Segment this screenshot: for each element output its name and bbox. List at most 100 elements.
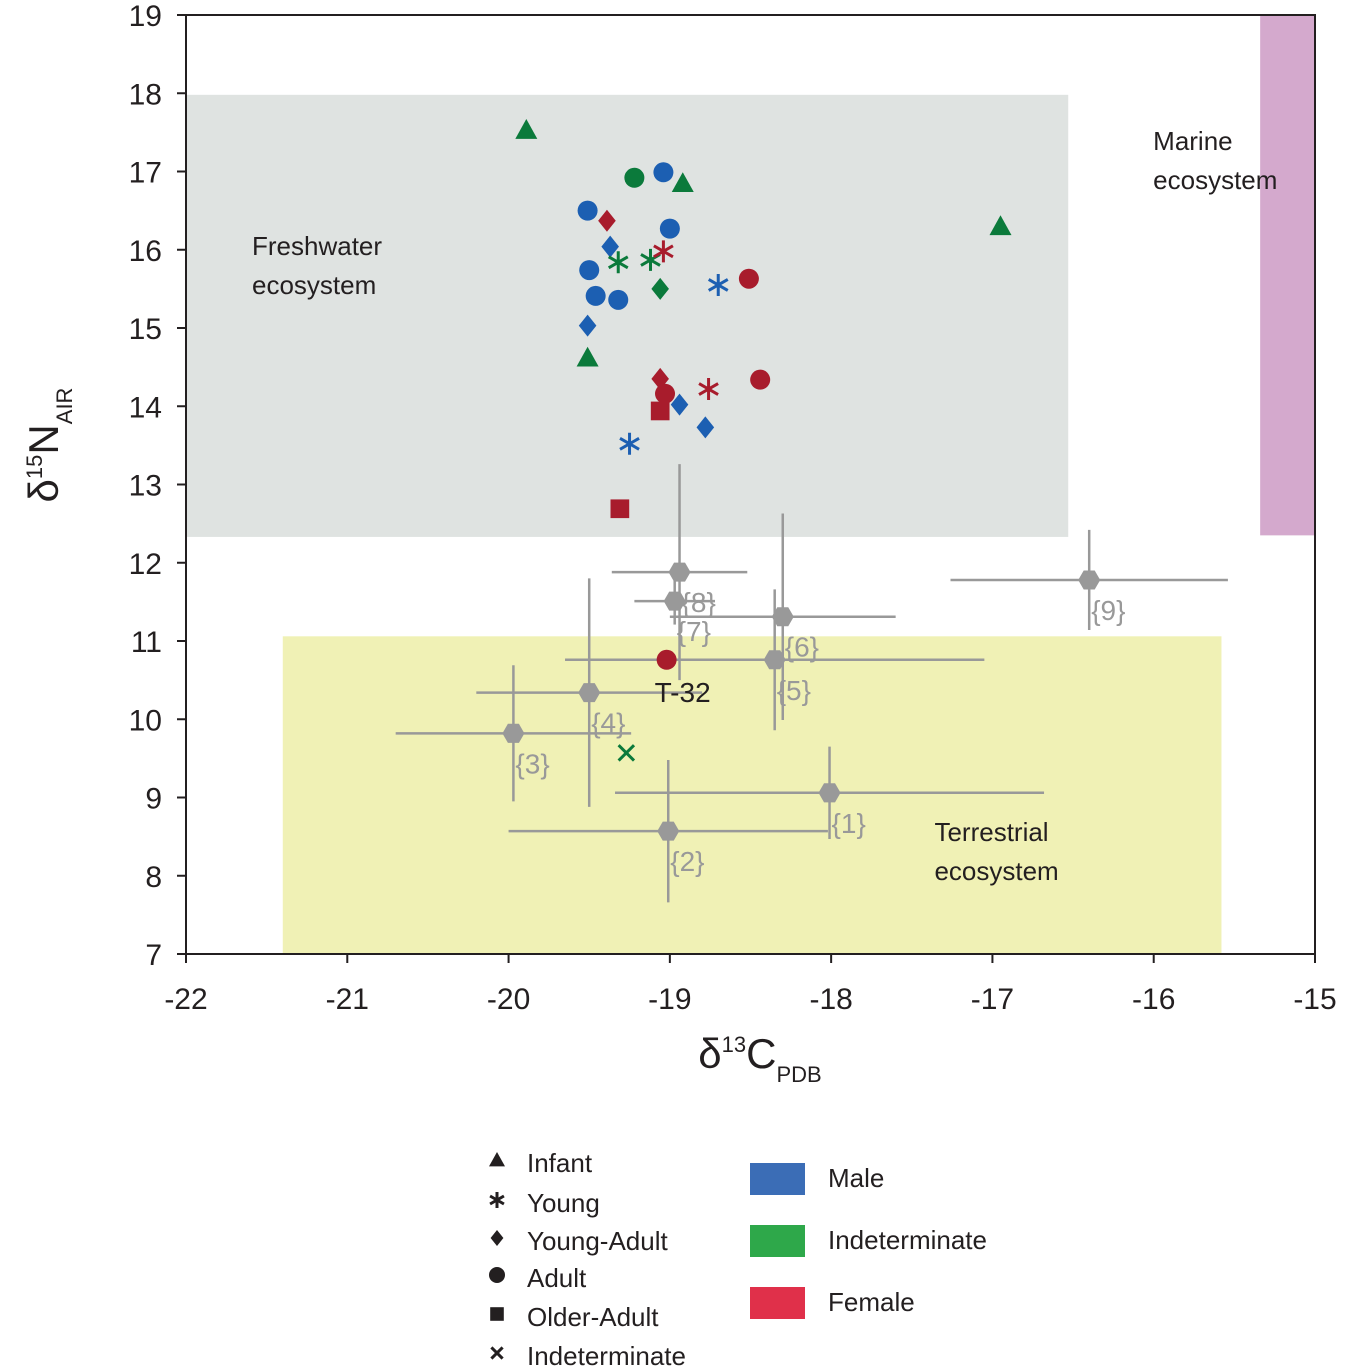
point: [653, 162, 674, 183]
point: [650, 401, 670, 421]
point: [598, 209, 616, 232]
point: [750, 369, 771, 390]
legend-swatch: [750, 1225, 805, 1257]
region-label: Terrestrial: [934, 817, 1048, 847]
point: [607, 251, 629, 274]
y-tick-label: 10: [129, 704, 162, 737]
point: [515, 119, 538, 139]
reference-label: {7}: [677, 616, 711, 647]
reference-point: [657, 821, 680, 841]
region-label: ecosystem: [1153, 165, 1277, 195]
x-tick-label: -18: [809, 983, 852, 1016]
y-tick-label: 19: [129, 0, 162, 33]
point: [738, 268, 759, 289]
point: [579, 260, 600, 281]
legend-label: Older-Adult: [527, 1302, 659, 1332]
x-tick-label: -15: [1293, 983, 1336, 1016]
point: [601, 235, 619, 258]
point: [610, 499, 630, 519]
legend-marker: [490, 1346, 504, 1360]
y-tick-label: 8: [145, 861, 162, 894]
legend-label: Young: [527, 1188, 600, 1218]
legend-label: Infant: [527, 1148, 593, 1178]
reference-label: {6}: [785, 632, 819, 663]
label-sup: 13: [722, 1032, 746, 1057]
legend-label: Male: [828, 1163, 884, 1193]
legend-label: Young-Adult: [527, 1226, 668, 1256]
point: [619, 432, 640, 455]
legend-swatch: [750, 1163, 805, 1195]
y_label: δ15NAIR: [20, 388, 77, 503]
reference-point: [663, 591, 686, 611]
reference-point: [1078, 570, 1101, 590]
reference-point: [668, 562, 691, 582]
y-tick-label: 13: [129, 470, 162, 503]
x-tick-label: -16: [1132, 983, 1175, 1016]
label-part: δ: [698, 1030, 721, 1077]
reference-label: {9}: [1091, 595, 1125, 626]
legend-label: Female: [828, 1287, 915, 1317]
legend-marker: [489, 1152, 505, 1167]
point: [578, 314, 597, 337]
reference-point: [578, 683, 601, 703]
region: [186, 94, 1069, 537]
point: [624, 167, 645, 188]
label-part: C: [746, 1030, 776, 1077]
point: [656, 649, 677, 670]
point: [989, 215, 1012, 236]
point: [698, 378, 719, 401]
region-label: Freshwater: [252, 231, 382, 261]
y-tick-label: 15: [129, 313, 162, 346]
x-tick-label: -21: [326, 983, 369, 1016]
point: [651, 367, 669, 390]
region: [282, 636, 1222, 954]
legend-marker: [489, 1267, 505, 1283]
x-tick-label: -19: [648, 983, 691, 1016]
region: [1260, 15, 1315, 536]
label-part: δ: [20, 479, 67, 502]
region-label: ecosystem: [252, 270, 376, 300]
y-tick-label: 18: [129, 78, 162, 111]
reference-point: [502, 723, 525, 743]
point: [585, 285, 606, 306]
label-sup: 15: [22, 455, 47, 479]
y-tick-label: 17: [129, 157, 162, 190]
reference-label: {8}: [682, 587, 716, 618]
reference-label: {1}: [832, 808, 866, 839]
x-tick-label: -20: [487, 983, 530, 1016]
point: [577, 200, 598, 221]
x-tick-label: -22: [164, 983, 207, 1016]
label-sub: AIR: [52, 388, 77, 425]
point: [659, 218, 680, 239]
point-label: T-32: [655, 677, 711, 708]
y-tick-label: 12: [129, 548, 162, 581]
legend-swatch: [750, 1287, 805, 1319]
point: [671, 172, 694, 193]
y-tick-label: 14: [129, 391, 162, 424]
point: [707, 273, 729, 296]
legend-marker: [489, 1192, 505, 1208]
region-label: Marine: [1153, 126, 1232, 156]
y-tick-label: 9: [145, 783, 162, 816]
legend-marker: [490, 1230, 504, 1246]
y-tick-label: 7: [145, 939, 162, 972]
point: [576, 346, 599, 367]
legend-label: Indeterminate: [828, 1225, 987, 1255]
point: [617, 744, 636, 762]
legend-marker: [490, 1307, 504, 1321]
reference-label: {2}: [670, 846, 704, 877]
point: [696, 416, 715, 439]
reference-point: [818, 783, 841, 803]
point: [651, 277, 669, 300]
reference-label: {3}: [515, 748, 549, 779]
x_label: δ13CPDB: [698, 1030, 821, 1087]
point: [608, 289, 629, 310]
label-sub: PDB: [776, 1062, 821, 1087]
legend-label: Indeterminate: [527, 1341, 686, 1371]
y-tick-label: 16: [129, 235, 162, 268]
region-label: ecosystem: [934, 856, 1058, 886]
reference-label: {4}: [591, 708, 625, 739]
point: [670, 393, 689, 416]
reference-point: [771, 607, 794, 627]
